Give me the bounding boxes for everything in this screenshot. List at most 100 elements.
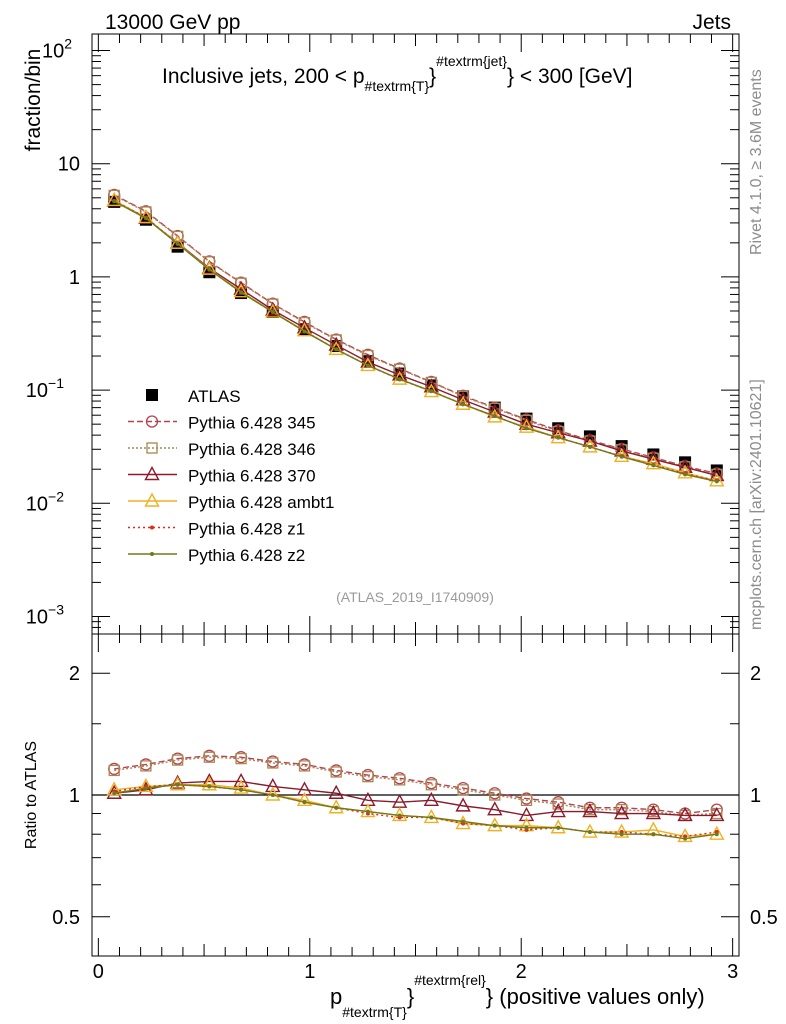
main-data-point: [397, 377, 402, 382]
ratio-data-point: [429, 815, 434, 820]
legend-label: Pythia 6.428 345: [188, 414, 316, 433]
ratio-data-point: [143, 786, 148, 791]
ratio-axis-ticks: 0.5 0.5 1 1 2 2 0 1 2 3: [52, 634, 778, 983]
main-data-point: [265, 301, 281, 316]
main-data-point: [429, 389, 434, 394]
ratio-data-point: [334, 805, 339, 810]
chart-title-sup: #textrm{jet}: [436, 53, 507, 69]
main-data-point: [169, 234, 186, 250]
ratio-xtick-label: 3: [727, 961, 738, 983]
legend-marker: [146, 442, 158, 454]
xlabel-post: (positive values only): [499, 984, 704, 1009]
ratio-series-line: [114, 784, 717, 840]
main-series-line: [113, 200, 717, 483]
main-data-point: [239, 290, 244, 295]
main-data-point: [714, 479, 719, 484]
ratio-data-point: [425, 779, 438, 791]
main-data-point: [520, 414, 533, 427]
ratio-data-point: [457, 784, 469, 796]
ratio-data-point: [265, 777, 281, 793]
legend-entry-3: Pythia 6.428 370: [128, 466, 316, 486]
ratio-plot-panel: 0.5 0.5 1 1 2 2 0 1 2 3 Ratio to ATLAS p#textrm{T…: [23, 633, 778, 1020]
ratio-data-point: [492, 823, 497, 828]
main-data-point: [556, 435, 561, 440]
main-data-point: [171, 240, 184, 253]
ratio-data-point: [645, 805, 662, 820]
ratio-data-point: [520, 794, 533, 807]
main-series-line: [113, 200, 717, 477]
ratio-data-point: [298, 760, 311, 772]
ratio-data-point: [239, 787, 244, 792]
ratio-data-point: [169, 776, 186, 791]
legend-entry-4: Pythia 6.428 ambt1: [128, 492, 334, 512]
ratio-data-point: [461, 819, 466, 824]
ratio-data-point: [267, 757, 279, 769]
chart-title-post: < 300 [GeV]: [520, 65, 633, 88]
ratio-series-2: [106, 773, 725, 822]
ratio-series-1: [108, 751, 723, 822]
ratio-xtick-label: 1: [304, 961, 315, 983]
ratio-series-group: [106, 749, 725, 843]
ratio-data-point: [391, 793, 408, 808]
main-data-point: [328, 340, 344, 356]
ratio-series-5: [112, 782, 719, 841]
ratio-data-point: [619, 832, 624, 837]
ratio-data-point: [203, 751, 215, 763]
ratio-data-point: [552, 798, 564, 810]
ratio-data-point: [108, 764, 120, 777]
legend: ATLAS Pythia 6.428 345 Pythia 6.428 346 Pyt…: [128, 387, 334, 565]
chart-title-sub: #textrm{T}: [365, 78, 430, 94]
ratio-data-point: [613, 823, 630, 838]
main-axis-ticks: 10−3 10−2 10−1 1 10 102: [26, 34, 739, 635]
ratio-data-point: [714, 832, 719, 837]
legend-marker: [144, 492, 160, 507]
ratio-data-point: [651, 832, 656, 837]
ratio-data-point: [302, 800, 307, 805]
ratio-data-point: [709, 825, 725, 840]
ratio-data-point: [616, 804, 628, 816]
xlabel-main: p: [330, 984, 342, 1009]
ratio-data-point: [365, 809, 370, 814]
ratio-data-point: [171, 754, 184, 766]
main-data-point: [203, 256, 215, 268]
main-data-point: [267, 298, 279, 310]
ratio-data-point: [550, 803, 566, 818]
ratio-data-point: [524, 825, 529, 830]
main-data-point: [524, 426, 529, 431]
ratio-series-4: [112, 782, 719, 839]
ratio-data-point: [556, 825, 561, 830]
ratio-data-point: [233, 779, 249, 794]
legend-label: Pythia 6.428 z2: [188, 546, 305, 565]
legend-entry-2: Pythia 6.428 346: [128, 440, 316, 459]
main-ylabel: fraction/bin: [22, 49, 45, 152]
ratio-data-point: [423, 791, 440, 807]
ratio-data-point: [201, 776, 218, 791]
main-series-2: [108, 189, 723, 481]
ratio-data-point: [138, 777, 154, 793]
ratio-data-point: [455, 797, 471, 812]
rivet-label: Rivet 4.1.0, ≥ 3.6M events: [748, 69, 765, 255]
main-data-point: [270, 309, 275, 314]
xlabel-sup: #textrm{rel}: [414, 972, 486, 988]
main-ytick-label: 10−3: [26, 601, 64, 628]
ratio-data-point: [677, 827, 693, 843]
legend-label: ATLAS: [188, 387, 241, 406]
ratio-ytick-label-right: 2: [750, 663, 761, 685]
mcplots-label: mcplots.cern.ch [arXiv:2401.10621]: [748, 379, 765, 630]
main-data-point: [487, 408, 503, 423]
main-data-point: [175, 241, 180, 246]
ratio-ytick-label: 0.5: [52, 907, 80, 929]
ratio-data-point: [175, 782, 180, 787]
ratio-data-point: [169, 774, 186, 789]
main-series-3: [106, 192, 725, 482]
main-data-point: [334, 347, 339, 352]
main-series-6: [112, 199, 719, 484]
ratio-data-point: [330, 766, 342, 778]
main-ytick-label: 10: [58, 154, 80, 176]
main-data-point: [302, 329, 307, 334]
ratio-data-point: [235, 752, 247, 765]
ratio-data-point: [397, 813, 402, 818]
main-data-point: [143, 216, 148, 221]
main-frame: [91, 33, 740, 635]
main-ytick-label: 10−1: [26, 375, 64, 402]
